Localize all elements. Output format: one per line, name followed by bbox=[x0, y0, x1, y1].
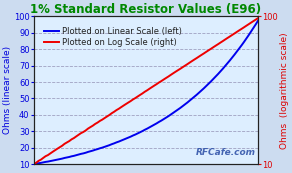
Y-axis label: Ohms (linear scale): Ohms (linear scale) bbox=[4, 46, 13, 134]
Plotted on Log Scale (right) bbox=[145, 89, 149, 91]
Plotted on Linear Scale (left) bbox=[129, 136, 132, 138]
Text: RFCafe.com: RFCafe.com bbox=[195, 148, 256, 157]
Plotted on Log Scale (right) bbox=[96, 121, 99, 124]
Legend: Plotted on Linear Scale (left), Plotted on Log Scale (right): Plotted on Linear Scale (left), Plotted … bbox=[42, 25, 184, 48]
Y-axis label: Ohms  (logarithmic scale): Ohms (logarithmic scale) bbox=[279, 32, 288, 149]
Plotted on Log Scale (right) bbox=[238, 29, 241, 31]
Plotted on Linear Scale (left) bbox=[63, 157, 66, 159]
Plotted on Log Scale (right) bbox=[152, 85, 156, 87]
Plotted on Linear Scale (left) bbox=[32, 163, 36, 165]
Plotted on Linear Scale (left) bbox=[256, 19, 260, 21]
Plotted on Log Scale (right) bbox=[63, 143, 66, 145]
Plotted on Linear Scale (left) bbox=[238, 47, 241, 49]
Plotted on Linear Scale (left) bbox=[152, 124, 156, 126]
Line: Plotted on Linear Scale (left): Plotted on Linear Scale (left) bbox=[34, 20, 258, 164]
Plotted on Log Scale (right) bbox=[256, 17, 260, 19]
Plotted on Linear Scale (left) bbox=[145, 128, 149, 130]
Title: 1% Standard Resistor Values (E96): 1% Standard Resistor Values (E96) bbox=[30, 3, 262, 16]
Plotted on Log Scale (right) bbox=[32, 163, 36, 165]
Line: Plotted on Log Scale (right): Plotted on Log Scale (right) bbox=[34, 18, 258, 164]
Plotted on Log Scale (right) bbox=[129, 100, 132, 102]
Plotted on Linear Scale (left) bbox=[96, 148, 99, 150]
